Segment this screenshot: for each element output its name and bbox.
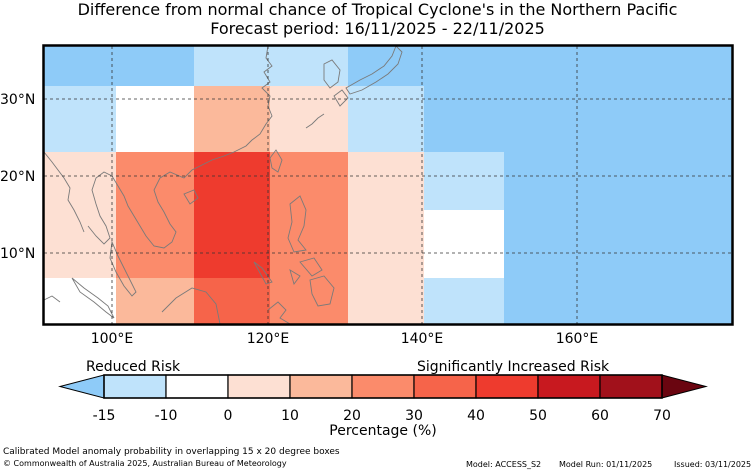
cell-5-f <box>424 278 504 324</box>
model-name: Model: ACCESS_S2 <box>466 460 542 469</box>
coast-japan-kyushu <box>333 89 349 107</box>
colorbar: -15 -10 0 10 20 30 40 50 60 70 <box>58 374 708 424</box>
legend-axis-label: Percentage (%) <box>329 423 436 439</box>
cell-5-b <box>116 278 194 324</box>
cell-n-w <box>44 46 194 86</box>
cell-20-h <box>504 152 732 278</box>
cell-20-b <box>116 152 194 278</box>
model-run: Model Run: 01/11/2025 <box>559 460 653 469</box>
cell-20-e <box>348 152 424 278</box>
cell-20-g <box>424 210 504 278</box>
cell-5-c <box>194 278 270 324</box>
lon-label-100: 100°E <box>91 331 134 347</box>
title-line-1: Difference from normal chance of Tropica… <box>77 0 678 19</box>
coast-asia-mainland <box>87 46 273 249</box>
colorbar-segment <box>103 374 167 399</box>
colorbar-tick-label: 40 <box>467 408 485 424</box>
cell-30-c <box>194 86 270 152</box>
risk-grid <box>44 46 732 324</box>
coast-mindanao <box>309 275 335 307</box>
coast-hainan <box>183 189 199 205</box>
copyright: © Commonwealth of Australia 2025, Austra… <box>3 459 287 468</box>
coast-sumatra <box>71 277 115 319</box>
coast-japan-honshu <box>345 46 403 95</box>
lat-label-10: 10°N <box>0 246 35 262</box>
colorbar-segment <box>599 374 663 399</box>
coast-visayas <box>289 257 323 285</box>
colorbar-segment <box>475 374 539 399</box>
cell-30-e <box>348 86 424 152</box>
colorbar-segment <box>289 374 353 399</box>
legend-increased-label: Significantly Increased Risk <box>417 359 610 375</box>
title-line-2: Forecast period: 16/11/2025 - 22/11/2025 <box>210 19 545 38</box>
coast-bay-bengal <box>44 295 61 303</box>
coast-taiwan <box>269 149 283 173</box>
coast-malay-peninsula <box>109 240 137 297</box>
colorbar-max-arrow <box>661 374 708 399</box>
coast-sulawesi <box>267 301 291 324</box>
lon-label-120: 120°E <box>247 331 290 347</box>
colorbar-tick-label: 60 <box>591 408 609 424</box>
cell-n-c <box>194 46 348 86</box>
coast-korea <box>323 59 341 89</box>
cell-5-g <box>504 278 732 324</box>
colorbar-segment <box>227 374 291 399</box>
colorbar-tick-label: 20 <box>343 408 361 424</box>
cell-30-b <box>116 86 194 152</box>
colorbar-tick-labels: -15 -10 0 10 20 30 40 50 60 70 <box>93 408 671 424</box>
colorbar-tick-label: 10 <box>281 408 299 424</box>
coast-palawan <box>253 261 273 285</box>
lat-label-20: 20°N <box>0 169 35 185</box>
cell-20-d <box>270 152 348 278</box>
colorbar-min-arrow <box>58 374 105 399</box>
cell-30-d <box>270 86 348 152</box>
graticule <box>44 46 732 324</box>
colorbar-tick-label: 30 <box>405 408 423 424</box>
cell-20-f <box>424 152 504 210</box>
colorbar-segment <box>413 374 477 399</box>
lon-label-160: 160°E <box>556 331 599 347</box>
cell-30-a <box>44 86 116 152</box>
colorbar-segments <box>103 374 663 399</box>
colorbar-segment <box>165 374 229 399</box>
caption: Calibrated Model anomaly probability in … <box>3 447 340 457</box>
colorbar-segment <box>537 374 601 399</box>
colorbar-tick-label: -10 <box>155 408 178 424</box>
cell-30-f <box>424 86 732 152</box>
lon-label-140: 140°E <box>401 331 444 347</box>
colorbar-segment <box>351 374 415 399</box>
map-frame <box>42 44 734 326</box>
lat-label-30: 30°N <box>0 92 35 108</box>
cell-5-d <box>270 278 348 324</box>
coast-india <box>44 151 85 233</box>
coastlines <box>44 46 403 324</box>
colorbar-tick-label: -15 <box>93 408 116 424</box>
coast-borneo <box>161 287 221 324</box>
colorbar-frame <box>103 374 663 399</box>
legend-reduced-label: Reduced Risk <box>86 359 181 375</box>
cell-5-a <box>44 278 116 324</box>
cell-20-c <box>194 152 270 278</box>
cell-5-e <box>348 278 424 324</box>
cell-n-e <box>424 46 732 86</box>
colorbar-tick-label: 0 <box>224 408 233 424</box>
colorbar-tick-label: 70 <box>653 408 671 424</box>
issued-date: Issued: 03/11/2025 <box>674 460 752 469</box>
coast-ryukyu <box>305 113 325 129</box>
coast-luzon <box>287 195 307 253</box>
cell-20-a <box>44 152 116 278</box>
colorbar-tick-label: 50 <box>529 408 547 424</box>
